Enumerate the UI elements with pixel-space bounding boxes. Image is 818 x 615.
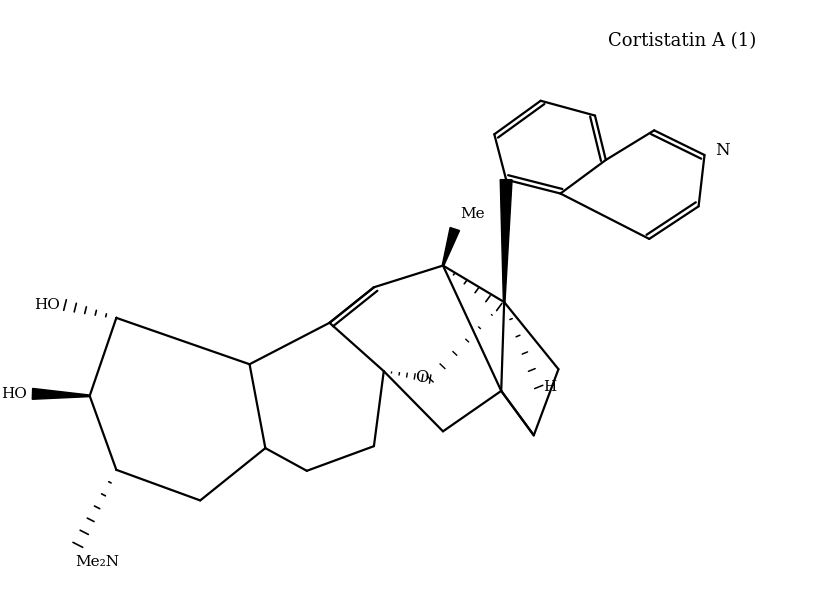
Text: Cortistatin A (1): Cortistatin A (1) [608, 31, 756, 50]
Polygon shape [32, 389, 90, 399]
Text: HO: HO [34, 298, 60, 312]
Text: Me: Me [460, 207, 484, 221]
Text: HO: HO [2, 387, 28, 401]
Polygon shape [501, 180, 512, 302]
Polygon shape [443, 228, 460, 266]
Text: Me₂N: Me₂N [75, 555, 119, 569]
Text: H: H [544, 380, 557, 394]
Text: N: N [716, 141, 730, 159]
Text: O: O [416, 368, 429, 386]
